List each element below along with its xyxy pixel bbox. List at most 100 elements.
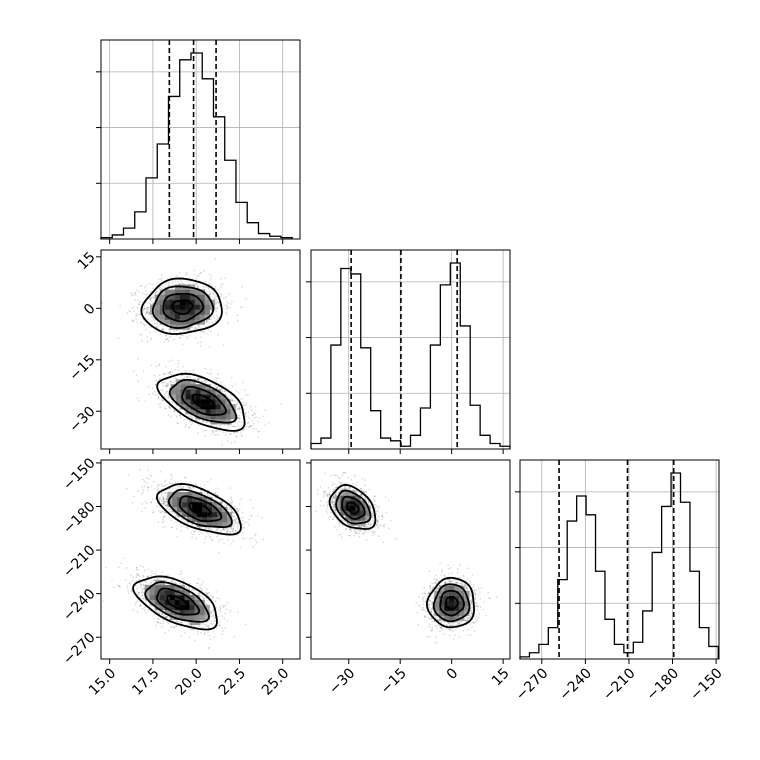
scatter-point bbox=[174, 521, 177, 524]
scatter-point bbox=[131, 502, 134, 504]
scatter-point bbox=[345, 528, 348, 530]
scatter-point bbox=[334, 509, 336, 511]
scatter-point bbox=[343, 487, 345, 490]
scatter-point bbox=[206, 492, 209, 495]
scatter-point bbox=[147, 308, 150, 310]
scatter-point bbox=[165, 574, 168, 576]
scatter-point bbox=[165, 500, 168, 503]
scatter-point bbox=[161, 511, 164, 513]
scatter-point bbox=[241, 537, 244, 539]
scatter-point bbox=[142, 591, 144, 594]
scatter-point bbox=[165, 504, 168, 507]
scatter-point bbox=[440, 621, 443, 624]
density-cell bbox=[167, 491, 173, 498]
scatter-point bbox=[349, 489, 351, 491]
scatter-point bbox=[187, 526, 189, 528]
scatter-point bbox=[116, 584, 119, 586]
scatter-point bbox=[428, 592, 430, 595]
scatter-point bbox=[333, 506, 336, 508]
scatter-point bbox=[225, 311, 227, 314]
scatter-point bbox=[236, 507, 238, 510]
scatter-point bbox=[190, 423, 193, 426]
scatter-point bbox=[191, 421, 193, 424]
density-cell bbox=[220, 409, 226, 415]
scatter-point bbox=[427, 602, 430, 605]
scatter-point bbox=[139, 469, 142, 471]
scatter-point bbox=[222, 630, 224, 632]
scatter-point bbox=[157, 610, 160, 613]
scatter-point bbox=[168, 327, 171, 330]
scatter-point bbox=[158, 364, 161, 367]
x-tick-label: −15 bbox=[378, 665, 410, 697]
scatter-point bbox=[134, 292, 137, 294]
scatter-point bbox=[330, 511, 332, 514]
scatter-point bbox=[168, 284, 170, 287]
scatter-point bbox=[360, 529, 362, 532]
scatter-point bbox=[368, 521, 370, 524]
density-cell bbox=[360, 515, 366, 521]
scatter-point bbox=[225, 527, 228, 530]
scatter-point bbox=[152, 296, 155, 299]
scatter-point bbox=[470, 601, 473, 603]
density-cell bbox=[189, 594, 195, 601]
scatter-point bbox=[132, 370, 135, 373]
scatter-point bbox=[196, 275, 198, 278]
scatter-point bbox=[205, 592, 208, 595]
scatter-point bbox=[226, 431, 228, 433]
scatter-point bbox=[166, 382, 169, 385]
scatter-point bbox=[215, 425, 218, 427]
scatter-point bbox=[189, 486, 192, 489]
scatter-point bbox=[162, 526, 164, 529]
scatter-point bbox=[173, 410, 176, 413]
contour-1-2 bbox=[144, 581, 210, 623]
scatter-point bbox=[160, 499, 163, 501]
scatter-point bbox=[364, 496, 367, 499]
scatter-point bbox=[145, 476, 148, 479]
density-cell bbox=[195, 389, 201, 395]
scatter-point bbox=[207, 329, 210, 331]
scatter-point bbox=[231, 528, 234, 531]
scatter-point bbox=[474, 593, 476, 595]
scatter-point bbox=[217, 301, 219, 304]
scatter-point bbox=[148, 311, 151, 313]
scatter-point bbox=[475, 589, 477, 592]
density-cell bbox=[454, 600, 460, 606]
scatter-point bbox=[142, 597, 144, 600]
scatter-point bbox=[225, 532, 228, 534]
density-cell bbox=[174, 599, 180, 606]
scatter-point bbox=[141, 594, 144, 597]
density-cell bbox=[194, 289, 201, 295]
scatter-point bbox=[206, 319, 209, 322]
scatter-point bbox=[249, 425, 252, 427]
scatter-point bbox=[211, 538, 213, 541]
scatter-point bbox=[212, 291, 215, 294]
scatter-point bbox=[153, 579, 155, 582]
scatter-point bbox=[230, 526, 232, 529]
scatter-point bbox=[335, 486, 338, 488]
histogram-panel-2: −270 −240 −210 −180 −150 bbox=[513, 459, 726, 704]
density-cell bbox=[355, 500, 361, 506]
scatter-point bbox=[235, 517, 237, 520]
density-cell bbox=[144, 589, 151, 596]
scatter-point bbox=[341, 519, 343, 521]
scatter-point bbox=[151, 511, 154, 514]
scatter-point bbox=[232, 523, 234, 526]
scatter-point bbox=[364, 531, 367, 534]
density-cell bbox=[154, 584, 161, 591]
scatter-point bbox=[443, 620, 445, 623]
density-cell bbox=[179, 289, 186, 295]
scatter-point bbox=[180, 530, 183, 532]
scatter-point bbox=[231, 385, 234, 388]
scatter-point bbox=[473, 629, 476, 632]
scatter-point bbox=[230, 497, 232, 500]
scatter-point bbox=[186, 375, 188, 378]
scatter-point bbox=[430, 610, 433, 612]
scatter-point bbox=[152, 318, 154, 321]
scatter-point bbox=[190, 326, 192, 328]
scatter-point bbox=[436, 618, 439, 621]
scatter-point bbox=[228, 425, 230, 428]
scatter-point bbox=[197, 342, 199, 344]
scatter-point bbox=[131, 590, 133, 592]
scatter-point bbox=[210, 478, 213, 481]
scatter-point bbox=[140, 333, 142, 336]
